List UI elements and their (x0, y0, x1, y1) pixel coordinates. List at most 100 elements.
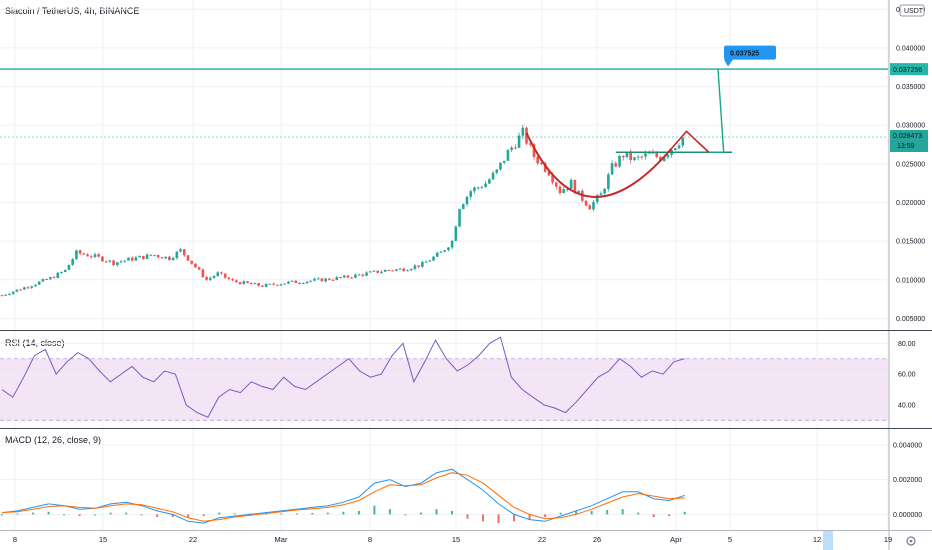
candle-body (636, 156, 640, 158)
candle-body (677, 145, 681, 149)
candle-body (138, 255, 141, 258)
time-axis-tick-label: 15 (452, 535, 460, 544)
last-price-badge (890, 130, 928, 153)
macd-line[interactable] (1, 468, 685, 524)
candle-body (253, 283, 257, 285)
candle-body (316, 278, 320, 280)
candle-body (249, 282, 253, 285)
candle-body (621, 156, 625, 158)
candle-body (164, 256, 167, 259)
candle-body (23, 287, 26, 290)
candle-body (421, 262, 424, 267)
candle-body (182, 249, 186, 256)
candle-body (112, 260, 115, 266)
macd-histogram-bar (652, 514, 655, 517)
macd-histogram-bar (419, 512, 422, 515)
candle-body (0, 295, 4, 297)
resistance-price-label: 0.037256 (893, 67, 922, 74)
candle-body (491, 172, 495, 180)
candle-body (194, 263, 197, 268)
time-axis-highlight (823, 531, 833, 550)
macd-histogram-bar (125, 512, 128, 515)
candle-body (595, 195, 599, 202)
candle-body (134, 257, 138, 261)
time-axis-tick-label: 5 (728, 535, 732, 544)
candle-body (320, 278, 324, 282)
macd-histogram-bar (357, 510, 360, 515)
candle-body (205, 277, 208, 280)
candle-body (488, 179, 491, 184)
candle-body (413, 265, 417, 269)
signal-line[interactable] (1, 472, 685, 522)
candle-body (97, 254, 101, 257)
rsi-axis-tick-label: 40.00 (898, 402, 916, 409)
macd-histogram-bar (311, 512, 314, 515)
macd-histogram-bar (63, 514, 66, 516)
candle-body (502, 160, 506, 163)
candle-body (383, 269, 387, 272)
candle-body (402, 268, 406, 272)
target-projection[interactable] (708, 68, 725, 153)
candle-body (614, 163, 618, 167)
time-axis-tick-label: 26 (593, 535, 601, 544)
settings-gear-icon[interactable] (906, 536, 916, 546)
candle-body (235, 280, 238, 283)
candle-body (279, 284, 283, 286)
bar-countdown-label: 13:59 (897, 143, 915, 150)
handle-line[interactable] (670, 130, 710, 153)
price-axis-tick-label: 0.025000 (896, 161, 925, 168)
macd-histogram-bar (683, 511, 686, 515)
macd-histogram-bar (435, 509, 438, 515)
target-badge[interactable] (724, 45, 776, 60)
candle-body (629, 151, 632, 161)
macd-histogram-bar (466, 514, 469, 519)
target-pointer (724, 59, 733, 67)
candle-body (644, 153, 647, 157)
candle-body (588, 205, 592, 210)
rsi-line[interactable] (1, 336, 685, 418)
time-axis-tick-label: 15 (99, 535, 107, 544)
macd-histogram-bar (109, 512, 112, 515)
candle-body (573, 179, 577, 194)
macd-histogram-bar (544, 514, 547, 517)
settings-gear-icon-hub (909, 539, 913, 543)
candle-body (391, 270, 394, 272)
candle-body (603, 188, 606, 194)
price-axis-tick-label: 0.030000 (896, 123, 925, 130)
macd-histogram-bar (668, 514, 671, 517)
chart-title: Siacoin / TetherUS, 4h, BINANCE (5, 6, 140, 16)
candle-body (142, 255, 145, 259)
candle-body (287, 281, 290, 284)
candle-body (171, 258, 175, 261)
candle-body (551, 175, 554, 183)
currency-box[interactable] (899, 4, 925, 17)
candle-body (93, 254, 97, 257)
candle-body (34, 284, 37, 287)
time-axis-tick-label: 22 (538, 535, 546, 544)
candle-body (45, 279, 48, 281)
candle-body (525, 127, 528, 144)
candle-body (447, 247, 450, 251)
candle-body (450, 240, 454, 248)
candle-body (618, 156, 621, 167)
macd-axis-tick-label: 0.000000 (893, 512, 922, 519)
candle-body (302, 283, 305, 285)
candle-body (577, 190, 580, 194)
candle-body (231, 279, 234, 281)
resistance-price-badge (890, 63, 928, 76)
macd-axis-tick-label: 0.002000 (893, 477, 922, 484)
macd-histogram-bar (218, 512, 221, 515)
macd-histogram-bar (513, 514, 516, 522)
candle-body (350, 277, 353, 279)
candle-body (261, 285, 264, 287)
candle-body (480, 187, 484, 189)
cup-curve[interactable] (525, 132, 673, 198)
candle-body (149, 254, 153, 256)
macd-histogram-bar (78, 514, 81, 517)
candle-body (354, 274, 357, 278)
candle-body (346, 275, 350, 278)
candle-body (409, 268, 413, 271)
candle-body (268, 283, 272, 285)
candle-body (357, 274, 361, 276)
